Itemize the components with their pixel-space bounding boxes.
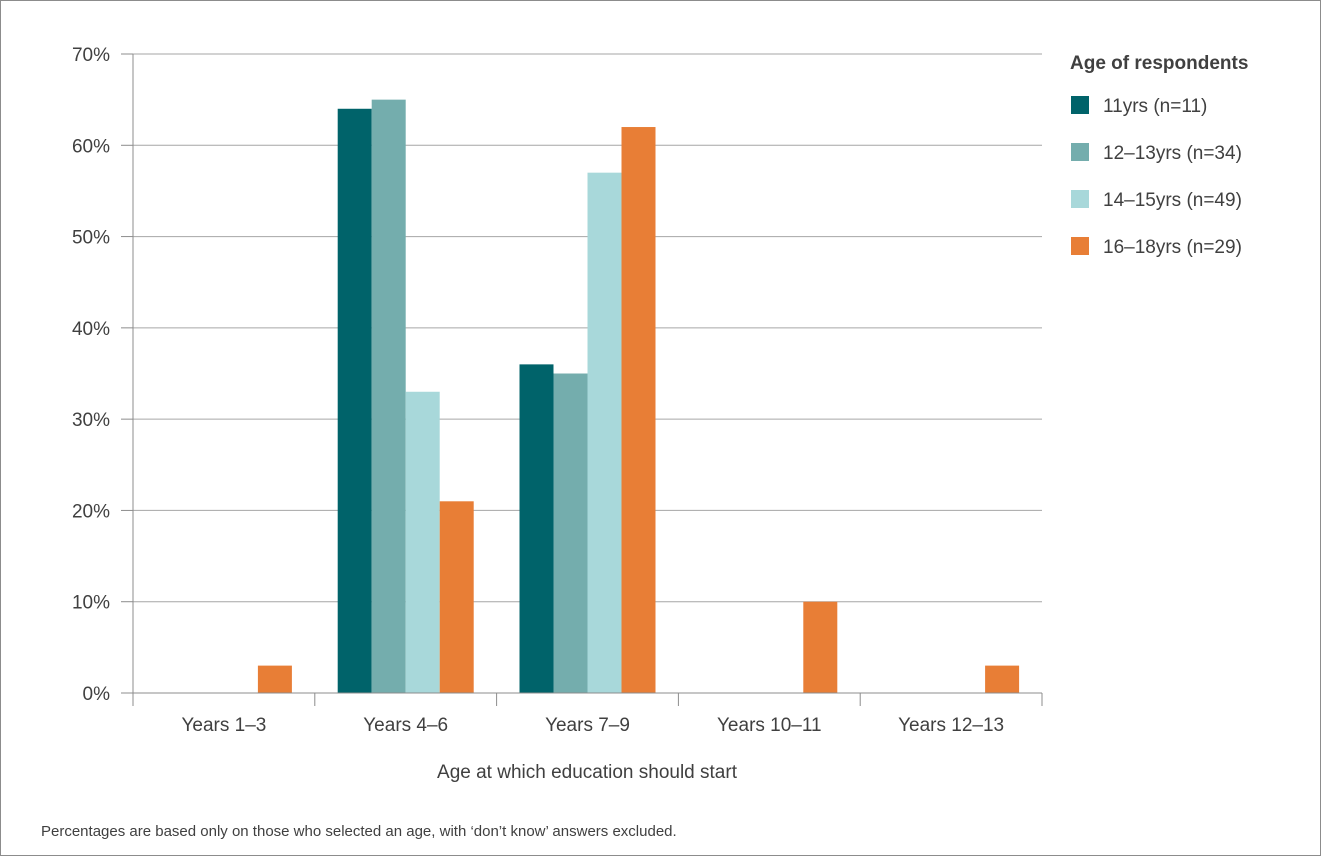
legend-label: 11yrs (n=11)	[1103, 96, 1207, 117]
bar	[405, 391, 440, 693]
y-tick-label: 10%	[72, 593, 110, 614]
bar	[985, 665, 1020, 693]
bars	[257, 99, 1020, 694]
bar	[371, 99, 406, 693]
legend-swatch	[1071, 96, 1089, 114]
legend-label: 16–18yrs (n=29)	[1103, 237, 1242, 258]
axes	[132, 54, 1043, 706]
bar	[587, 172, 622, 693]
y-tick-label: 60%	[72, 136, 110, 157]
y-tick-label: 40%	[72, 319, 110, 340]
y-tick-label: 20%	[72, 501, 110, 522]
x-tick-label: Years 1–3	[181, 715, 266, 736]
y-tick-label: 0%	[83, 684, 111, 705]
footnote: Percentages are based only on those who …	[41, 823, 677, 840]
x-axis-title: Age at which education should start	[437, 762, 738, 783]
x-tick-label: Years 4–6	[363, 715, 448, 736]
x-tick-label: Years 7–9	[545, 715, 630, 736]
legend-swatch	[1071, 143, 1089, 161]
bar	[621, 127, 656, 694]
legend: 11yrs (n=11) 12–13yrs (n=34) 14–15yrs (n=4…	[1071, 96, 1242, 258]
bar	[519, 364, 554, 693]
legend-label: 12–13yrs (n=34)	[1103, 143, 1242, 164]
bar	[439, 501, 474, 693]
bar	[257, 665, 292, 693]
x-tick-labels: Years 1–3 Years 4–6 Years 7–9 Years 10–11 Ye…	[181, 715, 1004, 736]
legend-swatch	[1071, 237, 1089, 255]
bar	[553, 373, 588, 693]
legend-title: Age of respondents	[1070, 53, 1248, 74]
bar	[803, 601, 838, 693]
legend-swatch	[1071, 190, 1089, 208]
y-tick-label: 50%	[72, 228, 110, 249]
x-tick-label: Years 12–13	[898, 715, 1004, 736]
y-tick-label: 70%	[72, 45, 110, 66]
x-tick-label: Years 10–11	[717, 715, 822, 736]
bar	[337, 108, 372, 694]
legend-label: 14–15yrs (n=49)	[1103, 190, 1242, 211]
y-tick-label: 30%	[72, 410, 110, 431]
y-tick-labels: 0% 10% 20% 30% 40% 50% 60% 70%	[72, 45, 110, 705]
